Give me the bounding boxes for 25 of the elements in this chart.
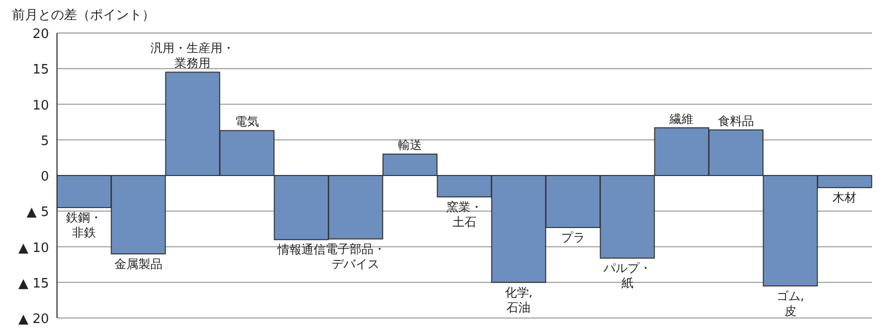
x-tick-label: 繊維 xyxy=(668,112,694,126)
x-tick-label: ゴム, 皮 xyxy=(776,288,804,318)
y-tick-label: 20 xyxy=(32,27,49,42)
x-tick-label: 鉄鋼・非鉄 xyxy=(66,210,102,240)
x-tick-label: 汎用・生産用・業務用 xyxy=(150,41,235,70)
y-tick-label: ▲ 5 xyxy=(26,205,49,220)
x-tick-label: 食料品 xyxy=(718,114,754,128)
y-tick-label: 10 xyxy=(32,98,49,114)
y-tick-label: 0 xyxy=(40,170,49,184)
x-tick-label: 情報通信 xyxy=(276,242,326,257)
x-tick-label: 木材 xyxy=(832,190,857,205)
x-tick-label: 電子部品・デバイス xyxy=(326,242,386,271)
x-tick-label: パルプ・紙 xyxy=(602,261,652,290)
x-tick-label: 化学, 石油 xyxy=(504,285,533,314)
y-tick-label: 5 xyxy=(40,134,49,149)
y-tick-label: 15 xyxy=(32,62,49,78)
x-tick-label: 窯業・土石 xyxy=(446,200,482,229)
y-tick-label: ▲ 15 xyxy=(18,276,49,292)
x-tick-label: プラ xyxy=(561,230,585,245)
y-axis-title: 前月との差（ポイント） xyxy=(11,8,156,25)
x-tick-label: 金属製品 xyxy=(114,256,162,271)
y-tick-label: ▲ 20 xyxy=(18,312,49,327)
x-tick-label: 電気 xyxy=(235,114,259,129)
x-tick-label: 輸送 xyxy=(398,138,422,152)
y-tick-label: ▲ 10 xyxy=(18,240,49,256)
